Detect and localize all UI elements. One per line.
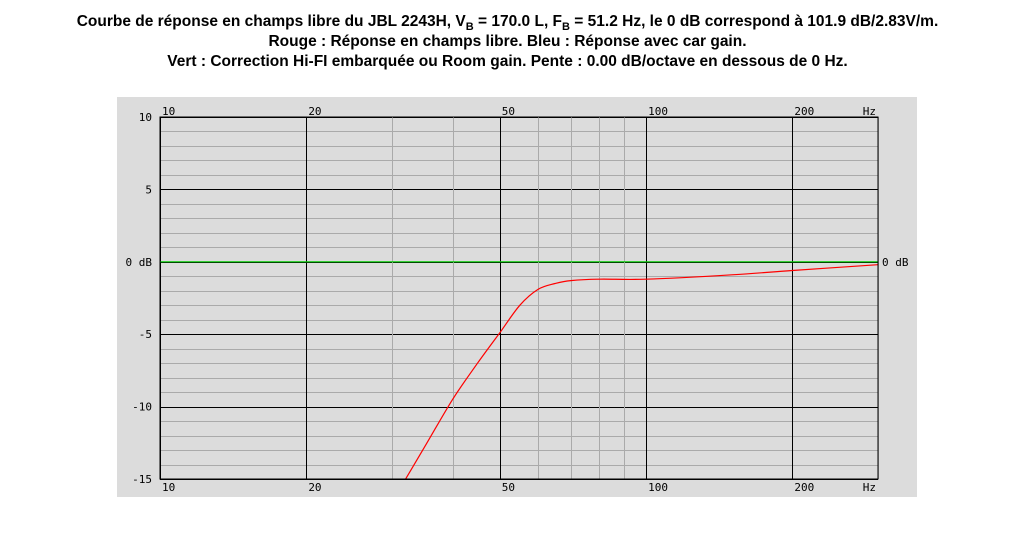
x-unit-label-bottom: Hz	[863, 481, 876, 494]
chart-title-block: Courbe de réponse en champs libre du JBL…	[0, 12, 1015, 72]
x-tick-label-top: 100	[648, 105, 668, 118]
y-tick-label: -10	[132, 401, 152, 414]
y-tick-label: -5	[139, 328, 152, 341]
y-tick-label: -15	[132, 473, 152, 486]
x-tick-label-bottom: 20	[308, 481, 321, 494]
title-subscript-fb: B	[562, 21, 570, 33]
x-tick-label-bottom: 10	[162, 481, 175, 494]
series-group	[160, 261, 878, 479]
plot-background	[117, 97, 917, 497]
plot-border	[159, 116, 879, 480]
chart-title-line-1: Courbe de réponse en champs libre du JBL…	[0, 12, 1015, 33]
x-tick-label-top: 10	[162, 105, 175, 118]
title-subscript-vb: B	[465, 21, 474, 33]
x-tick-label-bottom: 200	[794, 481, 814, 494]
series-line-free-field	[404, 264, 878, 479]
y-tick-label: 10	[139, 111, 152, 124]
title-part-c: = 51.2 Hz, le 0 dB correspond à 101.9 dB…	[569, 13, 939, 30]
y-right-label: 0 dB	[882, 256, 909, 269]
title-part-b: = 170.0 L, F	[473, 13, 563, 30]
chart-title-line-2: Rouge : Réponse en champs libre. Bleu : …	[268, 33, 747, 50]
x-tick-label-top: 50	[502, 105, 515, 118]
x-tick-label-top: 200	[794, 105, 814, 118]
tick-labels: 10 10 20 20 50 50 100 100 200 200 Hz Hz 10 5 0 dB -5 -10…	[126, 105, 909, 494]
x-tick-label-bottom: 100	[648, 481, 668, 494]
chart-title-line-3: Vert : Correction Hi-FI embarquée ou Roo…	[167, 53, 848, 70]
x-unit-label-top: Hz	[863, 105, 876, 118]
y-tick-label: 5	[145, 183, 152, 196]
x-tick-label-top: 20	[308, 105, 321, 118]
y-tick-label: 0 dB	[126, 256, 153, 269]
title-part-a: Courbe de réponse en champs libre du JBL…	[76, 13, 466, 30]
x-tick-label-bottom: 50	[502, 481, 515, 494]
